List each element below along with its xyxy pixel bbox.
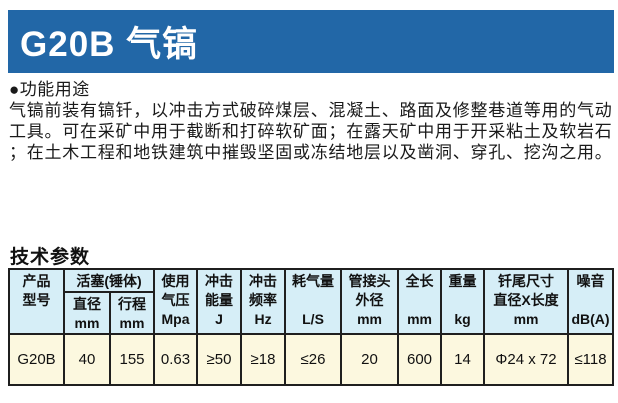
intro-line-3: ；在土木工程和地铁建筑中摧毁坚固或冻结地层以及凿洞、穿孔、挖沟之用。 bbox=[9, 143, 612, 162]
cell-shank: Φ24 x 72 bbox=[483, 333, 570, 386]
header-pipe-connector-od: 管接头 外径 mm bbox=[340, 268, 400, 335]
table-row: G20B 40 155 0.63 ≥50 ≥18 ≤26 20 600 14 Φ… bbox=[8, 333, 615, 386]
section-title: 技术参数 bbox=[10, 247, 91, 268]
cell-frequency: ≥18 bbox=[240, 333, 287, 386]
title-bar: G20B 气镐 bbox=[8, 10, 614, 73]
cell-noise: ≤118 bbox=[567, 333, 615, 386]
header-impact-energy: 冲击 能量 J bbox=[196, 268, 243, 335]
header-noise: 噪音 dB(A) bbox=[567, 268, 615, 335]
cell-connector: 20 bbox=[340, 333, 400, 386]
specs-table: 产品 型号 活塞(锤体) 使用 气压 Mpa 冲击 能量 J 冲击 频率 Hz … bbox=[8, 268, 615, 386]
page-title: G20B 气镐 bbox=[20, 25, 199, 64]
header-impact-frequency: 冲击 频率 Hz bbox=[240, 268, 287, 335]
header-piston-group: 活塞(锤体) bbox=[62, 268, 156, 293]
header-shank-size: 钎尾尺寸 直径X长度 mm bbox=[483, 268, 570, 335]
header-weight: 重量 kg bbox=[440, 268, 486, 335]
cell-energy: ≥50 bbox=[196, 333, 243, 386]
intro-heading-text: 功能用途 bbox=[19, 80, 90, 99]
cell-pressure: 0.63 bbox=[153, 333, 199, 386]
intro-paragraph: 气镐前装有镐钎，以冲击方式破碎煤层、混凝土、路面及修整巷道等用的气动 工具。可在… bbox=[9, 100, 612, 163]
cell-diameter: 40 bbox=[63, 333, 111, 386]
intro-heading: ●功能用途 bbox=[9, 80, 612, 100]
intro-line-2: 工具。可在采矿中用于截断和打碎软矿面；在露天矿中用于开采粘土及软岩石 bbox=[9, 122, 612, 141]
cell-consumption: ≤26 bbox=[284, 333, 343, 386]
header-air-consumption: 耗气量 L/S bbox=[284, 268, 343, 335]
header-overall-length: 全长 mm bbox=[397, 268, 443, 335]
bullet-icon: ● bbox=[9, 80, 20, 99]
header-product-model: 产品 型号 bbox=[8, 268, 65, 335]
cell-weight: 14 bbox=[440, 333, 486, 386]
header-piston-stroke: 行程 mm bbox=[108, 291, 156, 335]
intro-line-1: 气镐前装有镐钎，以冲击方式破碎煤层、混凝土、路面及修整巷道等用的气动 bbox=[9, 101, 612, 120]
cell-model: G20B bbox=[8, 333, 65, 386]
intro-section: ●功能用途 气镐前装有镐钎，以冲击方式破碎煤层、混凝土、路面及修整巷道等用的气动… bbox=[9, 80, 612, 163]
cell-length: 600 bbox=[397, 333, 443, 386]
header-piston-diameter: 直径 mm bbox=[63, 291, 111, 335]
cell-stroke: 155 bbox=[108, 333, 156, 386]
header-air-pressure: 使用 气压 Mpa bbox=[153, 268, 199, 335]
